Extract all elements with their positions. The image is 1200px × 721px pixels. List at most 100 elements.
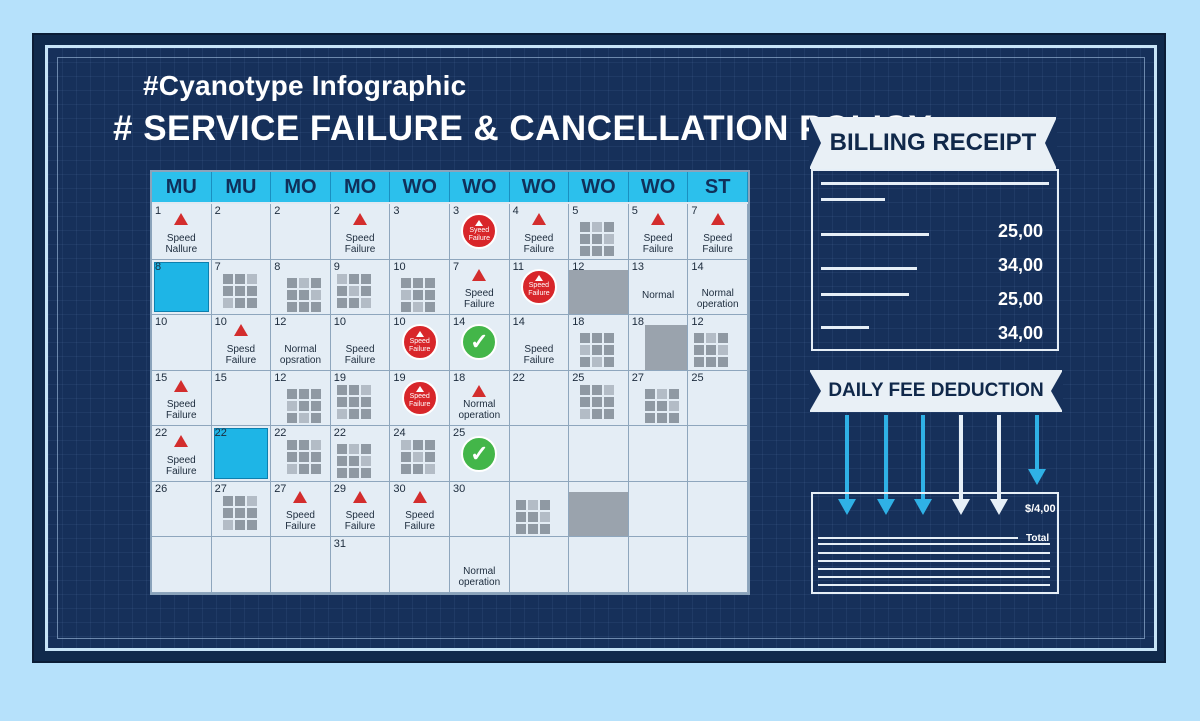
calendar-day-cell[interactable]: 18 (628, 315, 689, 371)
calendar-day-cell[interactable]: 10 Speed Failure (390, 315, 450, 371)
calendar-day-cell[interactable] (688, 481, 748, 538)
calendar-day-cell[interactable]: 25 (688, 370, 748, 427)
day-number: 22 (512, 371, 525, 384)
warning-triangle-icon (651, 213, 666, 225)
calendar-day-cell[interactable] (211, 537, 272, 593)
calendar-day-cell[interactable]: 30 Speed Failure (390, 481, 450, 538)
day-number: 8 (274, 260, 281, 273)
warning-triangle-icon (353, 490, 368, 503)
calendar-day-cell[interactable]: 8 (271, 259, 331, 316)
calendar-day-cell[interactable]: 2 (271, 204, 331, 260)
calendar-day-cell[interactable]: 12 (271, 370, 331, 427)
calendar-day-cell[interactable]: 10 Speed Failure (330, 315, 391, 371)
calendar-day-cell[interactable]: 18 (569, 315, 629, 371)
speed-failure-alert-icon: Speed Failure (401, 324, 438, 361)
calendar-day-cell[interactable]: 10 (152, 315, 212, 371)
calendar-day-cell[interactable] (509, 426, 570, 482)
calendar-day-cell[interactable]: 26 (152, 481, 212, 538)
day-status-label: Normal operation (458, 399, 501, 422)
calendar-day-cell[interactable]: 8 (152, 259, 212, 316)
calendar-day-cell[interactable]: 7 Speed Failure (688, 204, 748, 260)
calendar-day-cell[interactable]: 15 Speed Failure (152, 370, 212, 427)
calendar-day-cell[interactable]: 19 (330, 370, 391, 427)
calendar-day-cell[interactable]: 30 (449, 481, 510, 538)
alert-circle-label: Syeed Failure (468, 226, 490, 242)
calendar-day-cell[interactable]: 19 Speed Failure (390, 370, 450, 427)
calendar-day-cell[interactable]: 22 (211, 426, 272, 482)
down-arrow-icon (952, 415, 970, 515)
calendar-day-cell[interactable] (509, 537, 570, 593)
calendar-day-cell[interactable]: 12 Normal opsration (271, 315, 331, 371)
calendar-day-cell[interactable]: 3 Syeed Failure (449, 204, 510, 260)
calendar-day-cell[interactable] (628, 537, 689, 593)
day-status-label: Speed Failure (464, 288, 495, 311)
calendar-day-cell[interactable]: 12 (688, 315, 748, 371)
day-number: 31 (333, 538, 347, 551)
calendar-day-cell[interactable]: 9 (330, 259, 391, 316)
calendar-day-cell[interactable]: 22 (509, 370, 570, 427)
calendar-day-cell[interactable] (628, 481, 689, 538)
calendar-day-cell[interactable]: 10 Spesd Failure (211, 315, 272, 371)
warning-triangle-icon (293, 490, 308, 503)
day-number: 7 (691, 205, 698, 217)
calendar-day-cell[interactable]: 22 (271, 426, 331, 482)
calendar-day-cell[interactable]: 11 Speed Failure (509, 259, 570, 316)
day-number: 12 (274, 316, 287, 329)
calendar-day-cell[interactable] (569, 481, 629, 538)
calendar-day-cell[interactable]: 7 Speed Failure (449, 259, 510, 316)
day-number: 22 (214, 427, 227, 440)
calendar-day-cell[interactable] (569, 537, 629, 593)
calendar-day-cell[interactable]: 13 Normal (628, 259, 689, 316)
day-number: 19 (393, 371, 406, 384)
calendar-day-cell[interactable]: 12 (569, 259, 629, 316)
fee-total-label: Total (1026, 533, 1050, 544)
calendar-day-cell[interactable]: 14 ✓ (449, 315, 510, 371)
calendar-day-cell[interactable] (688, 537, 748, 593)
calendar-day-cell[interactable]: 27 (211, 481, 272, 538)
day-number: 11 (512, 260, 525, 273)
calendar-day-cell[interactable] (509, 481, 570, 538)
calendar-day-cell[interactable]: 25 ✓ (449, 426, 510, 482)
calendar-day-cell[interactable]: 27 (628, 370, 689, 427)
calendar-day-cell[interactable]: 1 Speed Nallure (152, 204, 212, 260)
calendar-day-cell[interactable] (271, 537, 331, 593)
calendar-day-cell[interactable] (390, 537, 450, 593)
calendar-day-cell[interactable]: 5 (569, 204, 629, 260)
calendar-day-cell[interactable]: 7 (211, 259, 272, 316)
calendar-day-cell[interactable] (152, 537, 212, 593)
calendar-day-cell[interactable]: 10 (390, 259, 450, 316)
calendar-day-cell[interactable]: 2 Speed Failure (330, 204, 391, 260)
grid-pattern (580, 222, 615, 256)
calendar-day-cell[interactable]: 2 (211, 204, 272, 260)
calendar-day-cell[interactable]: 22 Speed Failure (152, 426, 212, 482)
grid-pattern (515, 499, 550, 534)
down-arrow-icon (914, 415, 932, 515)
calendar-day-cell[interactable]: 4 Speed Failure (509, 204, 570, 260)
day-number: 27 (631, 371, 645, 384)
fee-line (818, 552, 1050, 554)
calendar-day-cell[interactable]: 5 Speed Failure (628, 204, 689, 260)
grid-pattern (580, 384, 615, 419)
receipt-line (821, 182, 1049, 185)
down-arrow-icon (990, 415, 1008, 515)
calendar-day-cell[interactable]: 3 (390, 204, 450, 260)
calendar-day-cell[interactable]: 14 Speed Failure (509, 315, 570, 371)
calendar-day-cell[interactable]: 18 Normal operation (449, 370, 510, 427)
calendar-day-cell[interactable] (569, 426, 629, 482)
calendar-day-cell[interactable]: 14 Normal operation (688, 259, 748, 316)
calendar-day-cell[interactable]: 31 (330, 537, 391, 593)
calendar-day-cell[interactable]: Normal operation (449, 537, 510, 593)
calendar-day-cell[interactable]: 22 (330, 426, 391, 482)
day-header: WO (510, 172, 570, 202)
grid-pattern (401, 440, 436, 475)
calendar-day-cell[interactable]: 29 Speed Failure (330, 481, 391, 538)
day-number: 7 (214, 260, 221, 273)
calendar-day-cell[interactable] (628, 426, 689, 482)
calendar-day-cell[interactable]: 15 (211, 370, 272, 427)
calendar-day-cell[interactable]: 25 (569, 370, 629, 427)
calendar-day-cell[interactable] (688, 426, 748, 482)
day-number: 14 (691, 260, 704, 273)
alert-circle-label: Speed Failure (408, 393, 431, 409)
calendar-day-cell[interactable]: 27 Speed Failure (271, 481, 331, 538)
calendar-day-cell[interactable]: 24 (390, 426, 450, 482)
